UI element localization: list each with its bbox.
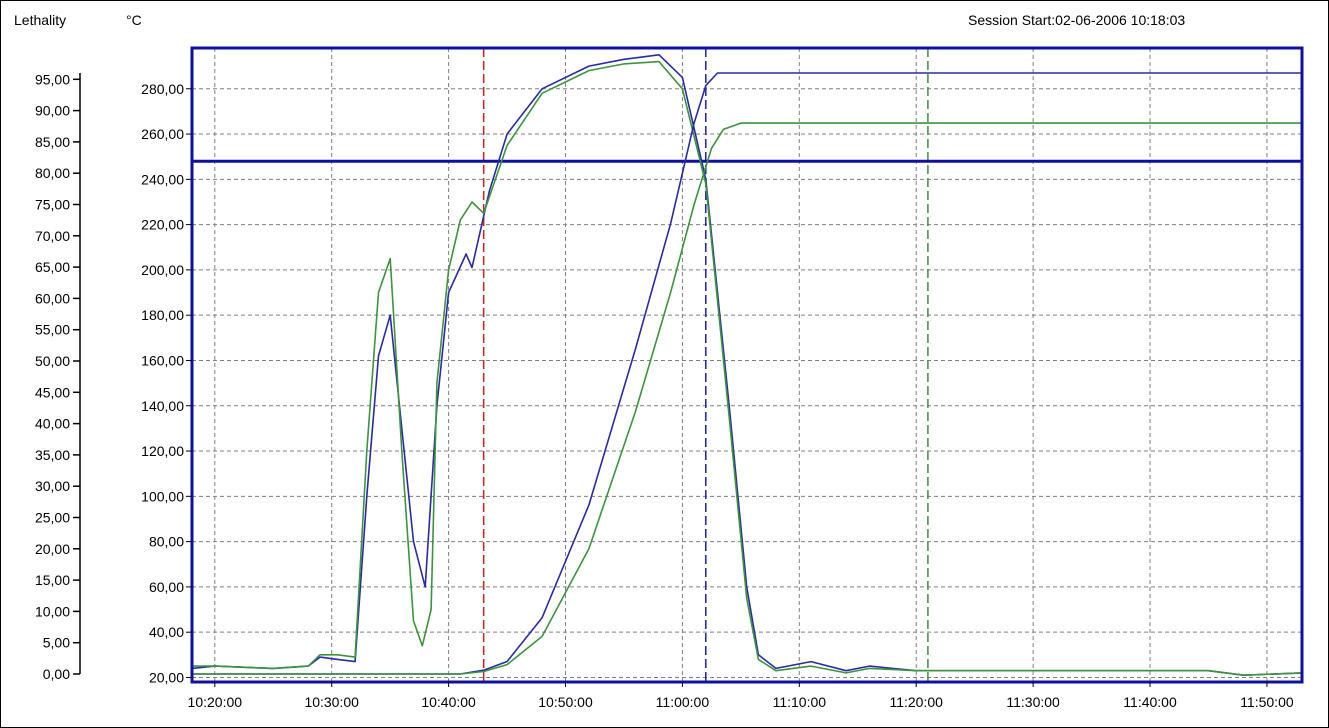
lethality-tick-label: 20,00 xyxy=(35,541,70,557)
temperature-tick-label: 280,00 xyxy=(141,81,184,97)
x-tick-label: 11:10:00 xyxy=(773,694,827,710)
x-tick-label: 11:40:00 xyxy=(1123,694,1177,710)
temperature-tick-label: 220,00 xyxy=(141,217,184,233)
temperature-tick-label: 240,00 xyxy=(141,171,184,187)
x-tick-label: 11:20:00 xyxy=(889,694,943,710)
lethality-tick-label: 95,00 xyxy=(35,71,70,87)
series-temperature-blue xyxy=(191,54,1303,676)
series-temperature-green xyxy=(192,60,1303,676)
temperature-tick-label: 100,00 xyxy=(141,488,184,504)
plot-frame xyxy=(190,46,1304,684)
temperature-tick-label: 200,00 xyxy=(141,262,184,278)
lethality-tick-label: 90,00 xyxy=(35,103,70,119)
lethality-tick-label: 25,00 xyxy=(35,510,70,526)
temperature-tick-label: 260,00 xyxy=(141,126,184,142)
lethality-tick-label: 10,00 xyxy=(35,603,70,619)
temperature-tick-label: 160,00 xyxy=(141,352,184,368)
x-tick-label: 10:20:00 xyxy=(188,694,243,710)
temperature-tick-label: 180,00 xyxy=(141,307,184,323)
lethality-tick-label: 5,00 xyxy=(43,635,70,651)
lethality-tick-label: 80,00 xyxy=(35,165,70,181)
temperature-tick-label: 60,00 xyxy=(149,579,184,595)
lethality-tick-label: 30,00 xyxy=(35,478,70,494)
lethality-tick-label: 65,00 xyxy=(35,259,70,275)
lethality-tick-label: 55,00 xyxy=(35,322,70,338)
lethality-tick-label: 40,00 xyxy=(35,416,70,432)
lethality-tick-label: 45,00 xyxy=(35,384,70,400)
x-tick-label: 11:00:00 xyxy=(656,694,710,710)
temperature-tick-label: 120,00 xyxy=(141,443,184,459)
x-tick-label: 10:40:00 xyxy=(421,694,476,710)
series-lethality-blue xyxy=(192,72,1302,675)
temperature-tick-label: 20,00 xyxy=(149,669,184,685)
x-tick-label: 10:50:00 xyxy=(538,694,593,710)
plot-area-border xyxy=(190,46,1304,684)
lethality-tick-label: 50,00 xyxy=(35,353,70,369)
x-tick-label: 10:30:00 xyxy=(304,694,359,710)
temperature-axis-title: °C xyxy=(126,12,142,28)
series-lethality-green xyxy=(192,122,1302,675)
lethality-tick-label: 85,00 xyxy=(35,134,70,150)
marker-lines xyxy=(192,48,1302,682)
lethality-axis-title: Lethality xyxy=(14,12,67,28)
temperature-tick-label: 80,00 xyxy=(149,534,184,550)
x-tick-label: 11:30:00 xyxy=(1006,694,1060,710)
lethality-tick-label: 75,00 xyxy=(35,197,70,213)
lethality-tick-label: 0,00 xyxy=(43,666,70,682)
axes: 10:20:00 10:30:00 10:40:00 10:50:00 11:00:00… xyxy=(35,71,1294,710)
lethality-tick-label: 15,00 xyxy=(35,572,70,588)
lethality-tick-label: 35,00 xyxy=(35,447,70,463)
x-tick-label: 11:50:00 xyxy=(1240,694,1294,710)
series-lines xyxy=(191,54,1303,676)
session-start-label: Session Start:02-06-2006 10:18:03 xyxy=(968,12,1186,28)
lethality-tick-label: 60,00 xyxy=(35,290,70,306)
temperature-tick-label: 140,00 xyxy=(141,398,184,414)
temperature-tick-label: 40,00 xyxy=(149,624,184,640)
lethality-tick-label: 70,00 xyxy=(35,228,70,244)
